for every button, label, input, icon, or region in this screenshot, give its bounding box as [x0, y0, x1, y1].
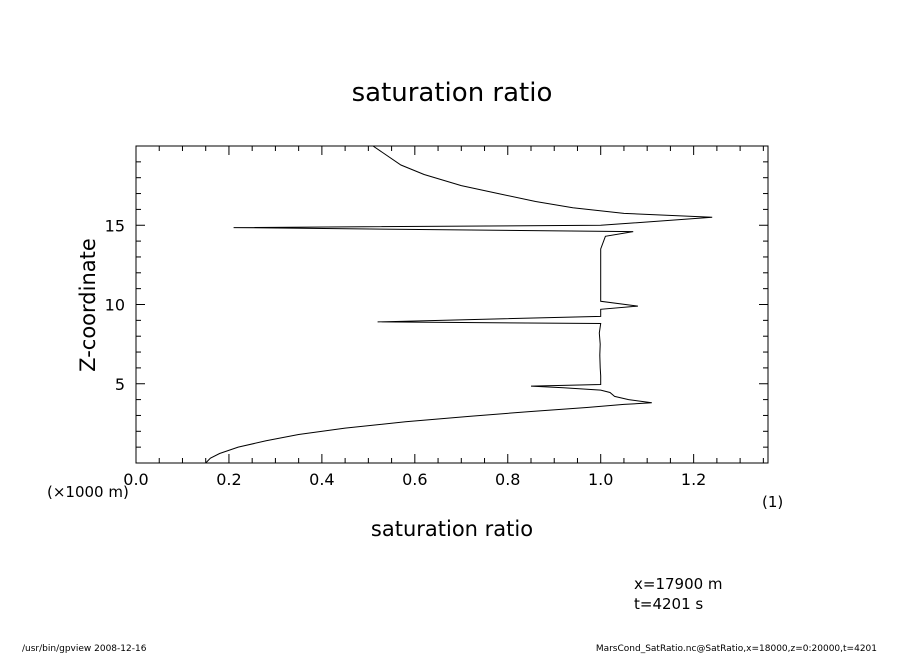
x-tick-label: 0.0	[123, 470, 148, 489]
x-axis-tick-labels: 0.0 0.2 0.4 0.6 0.8 1.0 1.2	[123, 470, 706, 489]
x-tick-label: 0.6	[402, 470, 427, 489]
y-tick-label: 5	[115, 375, 125, 394]
x-axis-ticks	[135, 146, 764, 463]
x-tick-label: 0.2	[216, 470, 241, 489]
x-tick-label: 0.4	[309, 470, 334, 489]
x-tick-label: 1.0	[588, 470, 613, 489]
x-position-info: x=17900 m	[634, 575, 723, 593]
x-tick-label: 1.2	[681, 470, 706, 489]
y-axis-ticks	[136, 161, 768, 448]
footer-right: MarsCond_SatRatio.nc@SatRatio,x=18000,z=…	[596, 644, 877, 654]
y-tick-label: 10	[105, 296, 125, 315]
footer-left: /usr/bin/gpview 2008-12-16	[22, 644, 147, 654]
time-info: t=4201 s	[634, 595, 703, 613]
y-axis-units: (×1000 m)	[47, 483, 129, 501]
chart-title: saturation ratio	[352, 78, 553, 108]
plot-frame	[135, 145, 769, 464]
x-axis-units: (1)	[762, 493, 783, 511]
x-axis-label: saturation ratio	[371, 517, 533, 541]
y-axis-label: Z-coordinate	[76, 238, 100, 372]
saturation-ratio-line	[205, 145, 713, 464]
x-tick-label: 0.8	[495, 470, 520, 489]
y-tick-label: 15	[105, 216, 125, 235]
y-axis-tick-labels: 5 10 15	[105, 216, 125, 394]
